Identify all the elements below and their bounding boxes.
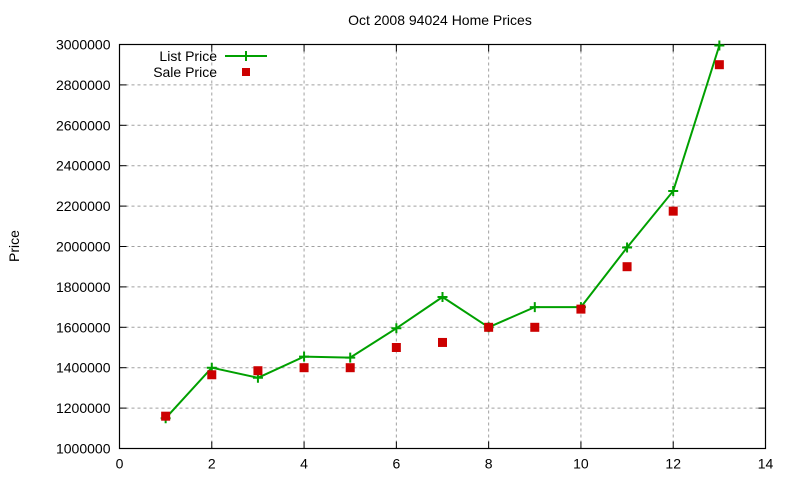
data-point xyxy=(437,292,448,302)
y-tick-label: 2000000 xyxy=(56,239,111,255)
data-series xyxy=(160,40,725,424)
data-point xyxy=(345,352,356,363)
legend-label: List Price xyxy=(159,48,217,64)
y-tick-label: 2800000 xyxy=(56,77,111,93)
data-point xyxy=(530,322,540,332)
x-tick-label: 8 xyxy=(485,456,493,472)
y-tick-label: 1800000 xyxy=(56,279,111,295)
x-tick-label: 2 xyxy=(208,456,216,472)
y-tick-label: 1000000 xyxy=(56,441,111,457)
data-point xyxy=(668,185,679,196)
data-point xyxy=(253,366,263,376)
y-tick-label: 2200000 xyxy=(56,198,111,214)
data-point xyxy=(438,337,447,347)
plot-border xyxy=(118,43,767,450)
y-tick-label: 2600000 xyxy=(56,117,111,133)
data-point xyxy=(622,262,632,272)
sale-price-series xyxy=(161,60,724,421)
data-point xyxy=(391,323,402,334)
x-tick-label: 6 xyxy=(392,456,400,472)
data-point xyxy=(576,304,586,314)
legend-label: Sale Price xyxy=(153,64,217,80)
y-tick-label: 1400000 xyxy=(56,360,111,376)
x-tick-label: 0 xyxy=(116,456,124,472)
tick-labels: 0 2 4 6 8 10 12 14 1000000 1200000 1400000 1600000 1… xyxy=(56,37,774,472)
y-tick-label: 2400000 xyxy=(56,158,111,174)
legend-plus-icon xyxy=(241,51,251,61)
data-point xyxy=(529,302,540,313)
x-tick-label: 10 xyxy=(573,456,589,472)
list-price-series xyxy=(160,40,725,424)
y-tick-label: 1600000 xyxy=(56,319,111,335)
legend-square-icon xyxy=(242,68,250,76)
data-point xyxy=(207,370,217,380)
grid-lines xyxy=(119,44,766,449)
y-tick-label: 1200000 xyxy=(56,400,111,416)
data-point xyxy=(622,242,633,253)
data-point xyxy=(714,40,725,51)
data-point xyxy=(668,206,678,216)
data-point xyxy=(391,343,401,352)
chart-title: Oct 2008 94024 Home Prices xyxy=(348,12,532,28)
data-point xyxy=(299,351,310,362)
x-tick-label: 4 xyxy=(300,456,308,472)
data-point xyxy=(484,322,494,332)
x-tick-label: 12 xyxy=(665,456,681,472)
y-tick-label: 3000000 xyxy=(56,37,111,53)
data-point xyxy=(345,363,355,373)
data-point xyxy=(714,60,724,70)
data-point xyxy=(161,411,171,421)
data-point xyxy=(299,363,309,373)
x-tick-label: 14 xyxy=(758,456,774,472)
